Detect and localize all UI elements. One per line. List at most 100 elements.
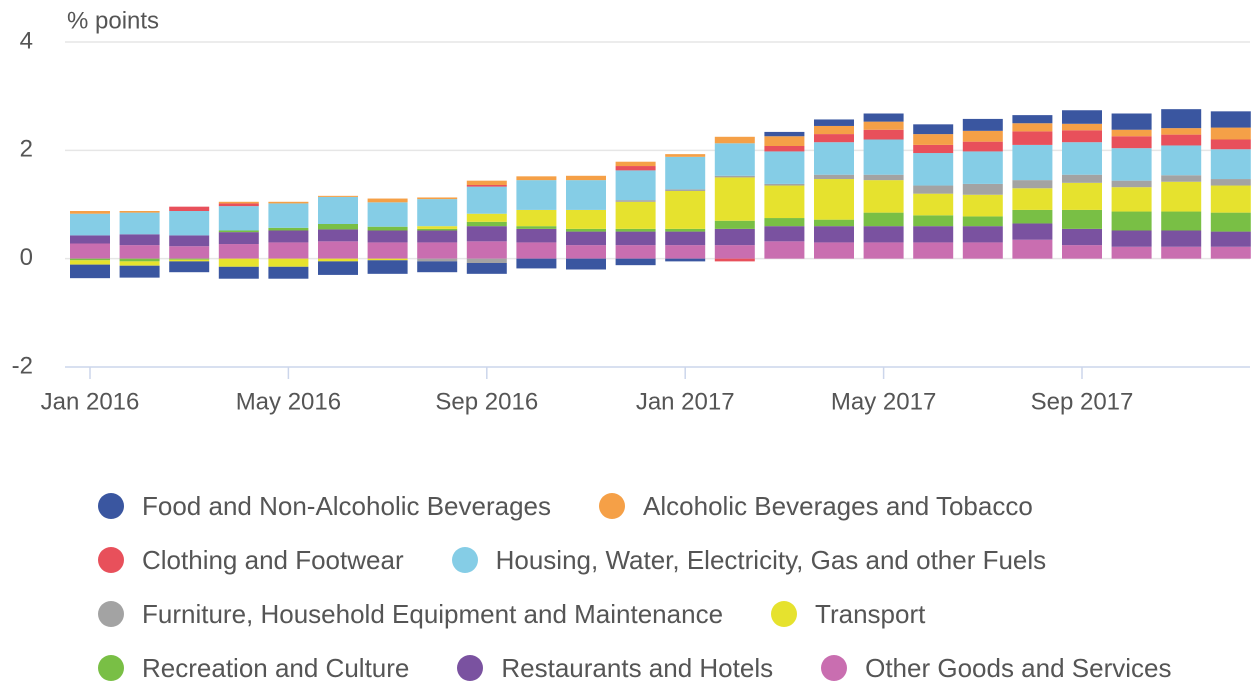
bar-segment — [962, 194, 1003, 217]
bar-segment — [70, 260, 110, 265]
bar-segment — [665, 156, 706, 190]
bar-segment — [218, 201, 259, 204]
bar-segment — [318, 224, 358, 230]
bar-segment — [1062, 130, 1102, 143]
bar-segment — [119, 265, 160, 278]
bar-segment — [516, 176, 557, 181]
legend-label: Furniture, Household Equipment and Maint… — [142, 598, 724, 629]
bar-segment — [1062, 174, 1102, 183]
bar-segment — [466, 185, 507, 187]
bar-segment — [1012, 144, 1053, 181]
bar-segment — [913, 242, 954, 259]
bar-segment — [814, 226, 854, 243]
bar-segment — [615, 258, 656, 266]
bar-segment — [169, 235, 210, 247]
bar-segment — [764, 241, 805, 259]
bar-segment — [1111, 246, 1152, 259]
bar-segment — [913, 215, 954, 227]
legend-marker — [771, 601, 798, 627]
legend-marker — [457, 655, 484, 681]
bar-segment — [1111, 187, 1152, 212]
bar-segment — [169, 258, 210, 260]
bar-segment — [714, 175, 755, 178]
bar-segment — [318, 229, 358, 242]
legend-item[interactable]: Recreation and Culture — [98, 650, 409, 686]
bar-segment — [1012, 123, 1053, 132]
bar-segment — [1062, 209, 1102, 229]
legend-item[interactable]: Other Goods and Services — [821, 650, 1172, 686]
bar-segment — [814, 134, 854, 143]
legend-label: Other Goods and Services — [865, 652, 1172, 683]
bar-segment — [665, 228, 706, 232]
bar-segment — [566, 180, 606, 210]
bar-segment — [714, 143, 755, 176]
bar-segment — [863, 139, 904, 175]
x-tick-label: Sep 2016 — [435, 388, 538, 415]
bar-segment — [1012, 209, 1053, 224]
bar-segment — [863, 174, 904, 181]
bar-segment — [1210, 231, 1251, 247]
legend-item[interactable]: Furniture, Household Equipment and Maint… — [98, 596, 723, 632]
bar-segment — [516, 180, 557, 210]
bar-segment — [417, 230, 458, 243]
bar-segment — [962, 130, 1003, 142]
legend-item[interactable]: Transport — [771, 596, 925, 632]
bar-segment — [1062, 110, 1102, 124]
chart: % points -2 0 2 4 Jan 2016 May 2016 Sep 2016 Ja… — [12, 7, 1251, 415]
bar-segment — [417, 199, 458, 227]
x-tick-label: Sep 2017 — [1031, 388, 1134, 415]
bar-segment — [913, 153, 954, 186]
bar-segment — [466, 213, 507, 222]
bar-segment — [318, 196, 358, 224]
bar-segment — [268, 227, 309, 231]
bar-segment — [814, 174, 854, 180]
bar-segment — [1161, 181, 1202, 212]
legend-marker — [599, 493, 626, 519]
legend-item[interactable]: Clothing and Footwear — [98, 542, 404, 578]
bar-segment — [814, 142, 854, 175]
bar-segment — [1062, 142, 1102, 175]
legend-label: Food and Non-Alcoholic Beverages — [142, 490, 552, 521]
bar-segment — [516, 242, 557, 259]
bar-segment — [962, 151, 1003, 184]
bar-segment — [566, 231, 606, 246]
bar-segment — [119, 261, 160, 266]
bar-segment — [764, 185, 805, 219]
legend-item[interactable]: Food and Non-Alcoholic Beverages — [98, 488, 551, 524]
legend-item[interactable]: Restaurants and Hotels — [457, 650, 773, 686]
legend-marker — [98, 547, 124, 573]
legend-item[interactable]: Alcoholic Beverages and Tobacco — [599, 488, 1033, 524]
bar-segment — [566, 258, 606, 270]
bar-segment — [169, 261, 210, 273]
bar-segment — [1161, 134, 1202, 146]
bar-segment — [764, 226, 805, 242]
bar-segment — [218, 203, 259, 207]
bar-segment — [566, 245, 606, 259]
x-tick-label: Jan 2017 — [636, 388, 735, 415]
bar-segment — [962, 183, 1003, 195]
bar-segment — [863, 113, 904, 122]
bar-segment — [814, 242, 854, 259]
bar-segment — [665, 154, 706, 157]
bar-segment — [615, 228, 656, 232]
bar-segment — [863, 212, 904, 227]
legend-label: Transport — [815, 598, 926, 629]
legend-label: Clothing and Footwear — [142, 544, 404, 575]
bar-segment — [1210, 149, 1251, 180]
bar-segment — [466, 221, 507, 227]
bar-segment — [119, 212, 160, 235]
bar-segment — [566, 209, 606, 229]
bar-segment — [913, 134, 954, 145]
bar-segment — [516, 226, 557, 229]
bar-segment — [268, 230, 309, 243]
legend-label: Housing, Water, Electricity, Gas and oth… — [495, 544, 1047, 575]
bar-segment — [318, 241, 358, 259]
bar-segment — [615, 245, 656, 259]
bar-segment — [615, 201, 656, 229]
bar-segment — [1012, 115, 1053, 124]
legend-item[interactable]: Housing, Water, Electricity, Gas and oth… — [451, 542, 1047, 578]
bar-segment — [863, 121, 904, 130]
x-tick-label: May 2017 — [831, 388, 936, 415]
legend: Food and Non-Alcoholic Beverages Alcoholi… — [98, 488, 1248, 686]
bar-segment — [1210, 185, 1251, 213]
